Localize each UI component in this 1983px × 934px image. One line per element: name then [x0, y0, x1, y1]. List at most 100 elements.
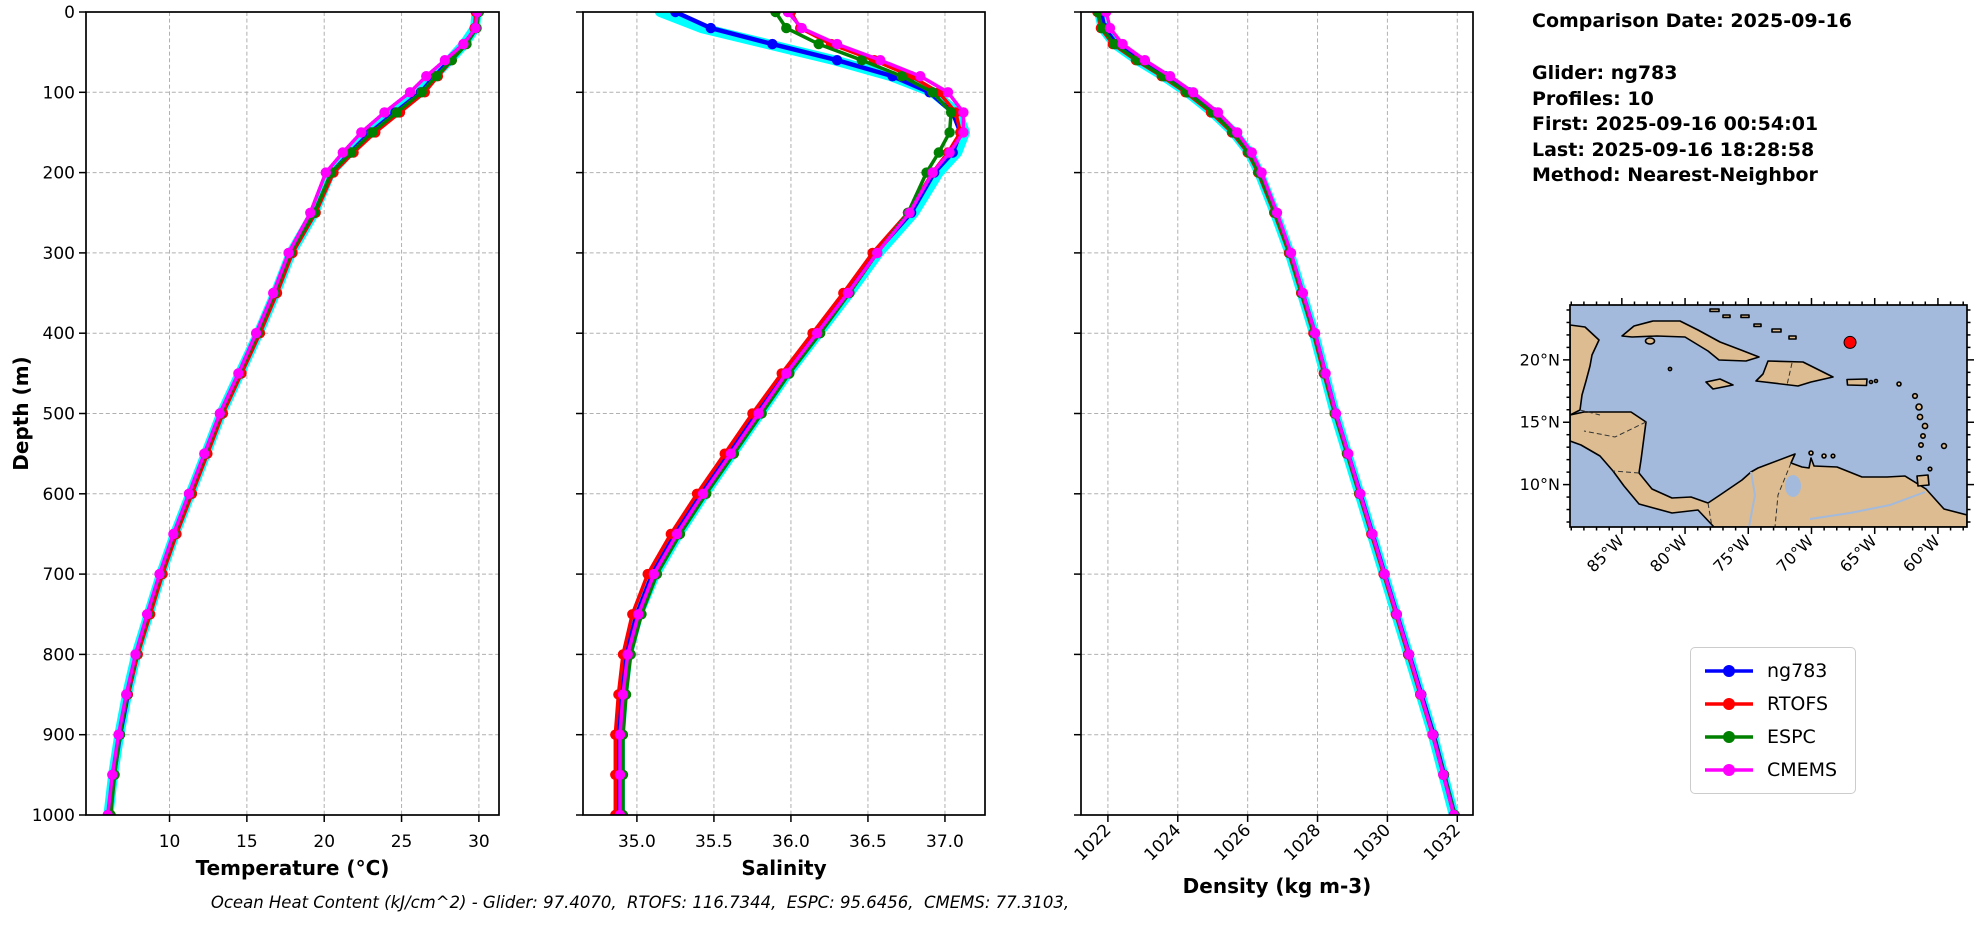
density-profile-CMEMS-marker: [1367, 528, 1378, 540]
y-tick-label: 900: [43, 726, 75, 746]
x-tick-label: 35.5: [695, 832, 733, 852]
x-tick-label: 10: [159, 832, 181, 852]
temperature-profile-CMEMS-marker: [168, 528, 179, 540]
temperature-profile-CMEMS-marker: [183, 488, 195, 499]
density-profile-CMEMS-marker: [1271, 207, 1283, 218]
temperature-profile-CMEMS-marker: [470, 22, 481, 34]
temperature-profile: 10 15 20 25 30010020030040050060070080090010…: [9, 3, 500, 880]
legend-label: RTOFS: [1767, 693, 1829, 715]
salinity-profile-ng783-marker: [831, 55, 843, 66]
density-profile-CMEMS-marker: [1391, 609, 1403, 620]
temperature-profile-ESPC-marker: [367, 127, 378, 138]
legend-label: CMEMS: [1767, 759, 1838, 781]
density-profile-CMEMS-marker: [1309, 328, 1321, 339]
temperature-profile-CMEMS-marker: [356, 127, 367, 138]
temperature-profile-CMEMS-marker: [233, 368, 244, 379]
x-tick-label: 1026: [1210, 820, 1255, 865]
map-land-bahamas: [1709, 308, 1797, 340]
density-profile-CMEMS-marker: [1403, 649, 1415, 660]
temperature-profile-CMEMS-marker: [320, 167, 331, 178]
series-legend: ng783 RTOFS ESPC CMEMS: [1690, 647, 1857, 794]
salinity-profile-CMEMS-marker: [958, 107, 969, 118]
density-profile-CMEMS-marker: [1297, 287, 1309, 299]
x-tick-label: 35.0: [618, 832, 656, 852]
density-profile-CMEMS-marker: [1164, 71, 1176, 82]
temperature-profile-CMEMS-marker: [113, 729, 124, 740]
legend-marker-ng783: [1705, 665, 1753, 677]
salinity-profile-CMEMS-marker: [781, 368, 792, 379]
x-tick-label: 1028: [1280, 820, 1325, 865]
glider-location-marker: [1843, 335, 1857, 349]
density-profile-CMEMS-marker: [1232, 127, 1243, 138]
legend-marker-cmems: [1705, 764, 1753, 776]
legend-item-rtofs: RTOFS: [1703, 693, 1837, 715]
salinity-profile-CMEMS-marker: [842, 287, 854, 299]
temperature-profile-ESPC-marker: [431, 71, 442, 82]
location-map: 85°W 80°W 75°W 70°W 65°W 60°W 20°N 15°N 10°N: [1520, 298, 1974, 576]
legend-item-cmems: CMEMS: [1703, 759, 1837, 781]
salinity-profile-CMEMS-marker: [725, 448, 737, 459]
density-profile-CMEMS-marker: [1438, 769, 1449, 780]
map-land-jamaica: [1705, 378, 1734, 390]
temperature-profile-series: [102, 12, 485, 815]
salinity-profile-CMEMS-marker: [648, 568, 660, 580]
legend-item-ng783: ng783: [1703, 660, 1837, 682]
salinity-profile-CMEMS-marker: [927, 167, 938, 178]
map-lat-label: 20°N: [1520, 350, 1560, 369]
density-profile: 1022 1024 1026 1028 1030 1032 Density (kg m-3): [1071, 11, 1474, 898]
map-lat-label: 10°N: [1520, 475, 1560, 494]
salinity-profile-ESPC-marker: [781, 22, 792, 34]
y-tick-label: 500: [43, 405, 75, 425]
salinity-profile-ESPC-marker: [933, 147, 944, 158]
map-lake-maracaibo: [1785, 475, 1801, 497]
map-land-cuba: [1621, 320, 1760, 362]
salinity-profile-CMEMS-line: [618, 12, 966, 815]
temperature-profile-CMEMS-marker: [214, 408, 225, 419]
y-tick-label: 200: [43, 164, 75, 184]
x-tick-label: 36.0: [772, 832, 810, 852]
density-profile-ESPC-marker: [1092, 12, 1104, 18]
map-country-borders: [1579, 362, 1793, 527]
x-tick-label: 1024: [1141, 820, 1186, 865]
salinity-profile-CMEMS-marker: [875, 55, 886, 66]
map-land-isla-juventud: [1644, 337, 1656, 345]
density-profile-CMEMS-marker: [1285, 247, 1297, 259]
map-land-group: [1570, 308, 1967, 527]
temperature-profile-CMEMS-marker: [283, 247, 294, 259]
salinity-profile-series: [610, 12, 970, 815]
temperature-profile-ESPC-marker: [416, 87, 427, 98]
legend-label: ESPC: [1767, 726, 1816, 748]
density-profile-CMEMS-marker: [1212, 107, 1224, 118]
salinity-profile-ESPC-marker: [927, 87, 938, 98]
temperature-profile-CMEMS-marker: [337, 147, 348, 158]
info-profiles: Profiles: 10: [1532, 87, 1654, 110]
map-frame: [1569, 304, 1968, 528]
salinity-profile-CMEMS-marker: [614, 809, 626, 815]
density-profile-CMEMS-marker: [1415, 689, 1427, 700]
map-land-trinidad: [1916, 474, 1930, 487]
y-tick-label: 400: [43, 324, 75, 344]
salinity-profile-ESPC-marker: [945, 107, 957, 118]
density-profile-series: [1092, 12, 1460, 815]
temperature-profile-xlabel: Temperature (°C): [196, 856, 390, 880]
temperature-profile-ESPC-marker: [391, 107, 403, 118]
y-tick-label: 300: [43, 244, 75, 264]
salinity-profile-RTOFS-line: [613, 12, 963, 815]
density-profile-CMEMS-marker: [1104, 22, 1116, 34]
x-tick-label: 1022: [1071, 820, 1116, 865]
salinity-profile-CMEMS-marker: [831, 38, 843, 50]
temperature-profile-CMEMS-marker: [107, 769, 118, 780]
info-first-time: First: 2025-09-16 00:54:01: [1532, 113, 1819, 135]
density-profile-CMEMS-marker: [1246, 147, 1258, 158]
x-tick-label: 1030: [1350, 820, 1395, 865]
y-tick-label: 1000: [32, 806, 75, 826]
map-land-central-south-america: [1570, 411, 1967, 527]
density-profile-CMEMS-marker: [1379, 568, 1390, 580]
temperature-profile-CMEMS-marker: [421, 71, 432, 82]
y-tick-label: 600: [43, 485, 75, 505]
density-profile-CMEMS-marker: [1320, 368, 1331, 379]
x-tick-label: 15: [236, 832, 258, 852]
x-tick-label: 20: [313, 832, 335, 852]
